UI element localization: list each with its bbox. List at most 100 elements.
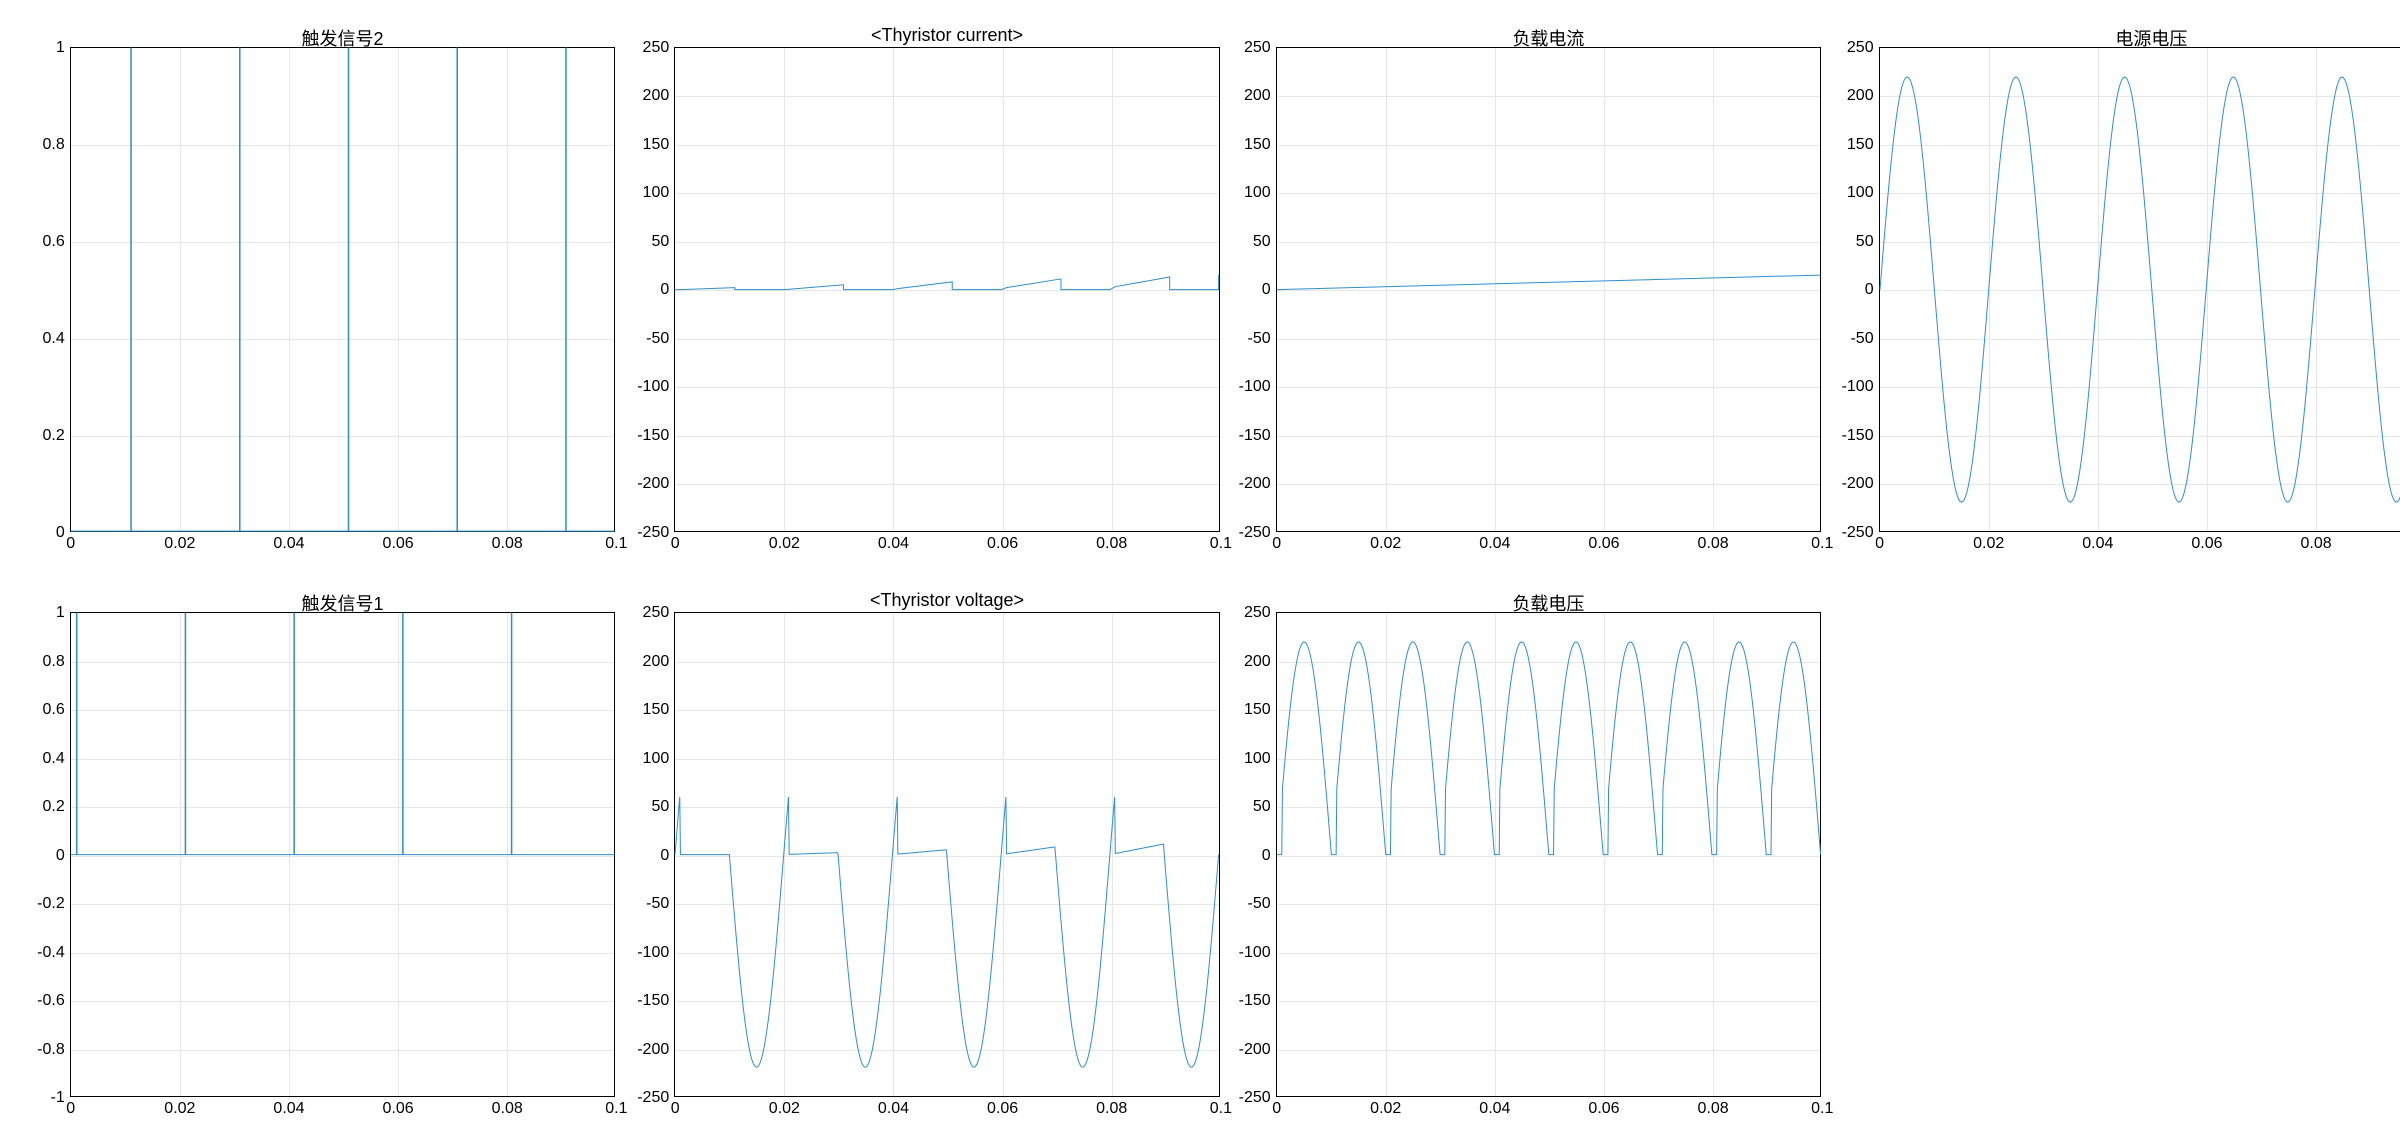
- xtick-label: 0.08: [1698, 1096, 1729, 1117]
- ytick-label: -50: [1248, 331, 1277, 347]
- ytick-label: 50: [1253, 799, 1277, 815]
- ytick-label: -200: [637, 476, 675, 492]
- ytick-label: 250: [1847, 40, 1880, 56]
- xtick-label: 0.1: [1210, 1096, 1232, 1117]
- ytick-label: -150: [1842, 428, 1880, 444]
- ytick-label: -150: [1239, 428, 1277, 444]
- ytick-label: 150: [1847, 137, 1880, 153]
- xtick-label: 0: [66, 531, 75, 552]
- ytick-label: -0.6: [37, 993, 71, 1009]
- ytick-label: 0: [660, 848, 675, 864]
- ytick-label: -150: [1239, 993, 1277, 1009]
- ytick-label: -200: [1239, 476, 1277, 492]
- ytick-label: 0: [1262, 282, 1277, 298]
- ytick-label: 0: [1262, 848, 1277, 864]
- ytick-label: 1: [56, 40, 71, 56]
- xtick-label: 0.02: [1370, 1096, 1401, 1117]
- ytick-label: 100: [643, 185, 676, 201]
- chart-load_voltage: 负载电压-250-200-150-100-5005010015020025000…: [1276, 612, 1822, 1097]
- trace: [675, 48, 1219, 531]
- ytick-label: -200: [637, 1042, 675, 1058]
- ytick-label: 250: [643, 605, 676, 621]
- ytick-label: 50: [651, 799, 675, 815]
- plot-area: -250-200-150-100-5005010015020025000.020…: [1276, 47, 1822, 532]
- xtick-label: 0.08: [492, 1096, 523, 1117]
- chart-trigger2: 触发信号200.20.40.60.8100.020.040.060.080.1: [70, 47, 616, 532]
- xtick-label: 0.02: [164, 1096, 195, 1117]
- ytick-label: 0.2: [43, 799, 71, 815]
- trace: [675, 613, 1219, 1096]
- trace: [1277, 48, 1821, 531]
- xtick-label: 0.1: [1210, 531, 1232, 552]
- ytick-label: -200: [1239, 1042, 1277, 1058]
- ytick-label: 50: [1856, 234, 1880, 250]
- ytick-label: 50: [1253, 234, 1277, 250]
- ytick-label: 0.4: [43, 331, 71, 347]
- xtick-label: 0.08: [1096, 1096, 1127, 1117]
- xtick-label: 0.1: [1811, 1096, 1833, 1117]
- ytick-label: 0.8: [43, 654, 71, 670]
- ytick-label: -50: [646, 896, 675, 912]
- ytick-label: -50: [1248, 896, 1277, 912]
- xtick-label: 0.02: [1370, 531, 1401, 552]
- xtick-label: 0.06: [2191, 531, 2222, 552]
- xtick-label: 0: [671, 1096, 680, 1117]
- trace: [71, 48, 615, 531]
- plot-area: 00.20.40.60.8100.020.040.060.080.1: [70, 47, 616, 532]
- xtick-label: 0.06: [987, 531, 1018, 552]
- xtick-label: 0.1: [605, 1096, 627, 1117]
- xtick-label: 0.04: [878, 1096, 909, 1117]
- ytick-label: 150: [1244, 137, 1277, 153]
- ytick-label: -100: [637, 379, 675, 395]
- xtick-label: 0.1: [605, 531, 627, 552]
- xtick-label: 0: [66, 1096, 75, 1117]
- chart-trigger1: 触发信号1-1-0.8-0.6-0.4-0.200.20.40.60.8100.…: [70, 612, 616, 1097]
- trace: [1277, 613, 1821, 1096]
- ytick-label: 200: [1244, 88, 1277, 104]
- ytick-label: -250: [637, 1090, 675, 1106]
- ytick-label: 100: [1847, 185, 1880, 201]
- ytick-label: 0.2: [43, 428, 71, 444]
- ytick-label: -150: [637, 428, 675, 444]
- ytick-label: -0.4: [37, 945, 71, 961]
- ytick-label: -50: [646, 331, 675, 347]
- chart-source_voltage: 电源电压-250-200-150-100-5005010015020025000…: [1879, 47, 2400, 532]
- ytick-label: 0.4: [43, 751, 71, 767]
- chart-title: <Thyristor current>: [674, 25, 1220, 46]
- ytick-label: 0: [1865, 282, 1880, 298]
- chart-thyristor_voltage: <Thyristor voltage>-250-200-150-100-5005…: [674, 612, 1220, 1097]
- xtick-label: 0.08: [2300, 531, 2331, 552]
- ytick-label: -250: [637, 525, 675, 541]
- chart-title: <Thyristor voltage>: [674, 590, 1220, 611]
- xtick-label: 0: [1272, 1096, 1281, 1117]
- trace: [71, 613, 615, 1096]
- ytick-label: -200: [1842, 476, 1880, 492]
- xtick-label: 0.04: [273, 1096, 304, 1117]
- xtick-label: 0.02: [164, 531, 195, 552]
- plot-area: -250-200-150-100-5005010015020025000.020…: [674, 47, 1220, 532]
- ytick-label: 150: [643, 137, 676, 153]
- ytick-label: 100: [1244, 185, 1277, 201]
- ytick-label: -250: [1239, 1090, 1277, 1106]
- xtick-label: 0.04: [878, 531, 909, 552]
- ytick-label: 0: [660, 282, 675, 298]
- ytick-label: 200: [1847, 88, 1880, 104]
- xtick-label: 0.06: [1588, 531, 1619, 552]
- chart-thyristor_current: <Thyristor current>-250-200-150-100-5005…: [674, 47, 1220, 532]
- ytick-label: -250: [1239, 525, 1277, 541]
- ytick-label: 1: [56, 605, 71, 621]
- xtick-label: 0: [671, 531, 680, 552]
- xtick-label: 0.08: [1096, 531, 1127, 552]
- ytick-label: -100: [1239, 945, 1277, 961]
- ytick-label: 150: [643, 702, 676, 718]
- ytick-label: 100: [643, 751, 676, 767]
- ytick-label: 100: [1244, 751, 1277, 767]
- ytick-label: 50: [651, 234, 675, 250]
- ytick-label: 200: [643, 654, 676, 670]
- xtick-label: 0.02: [769, 1096, 800, 1117]
- ytick-label: -150: [637, 993, 675, 1009]
- xtick-label: 0.08: [1698, 531, 1729, 552]
- xtick-label: 0.08: [492, 531, 523, 552]
- xtick-label: 0: [1272, 531, 1281, 552]
- xtick-label: 0: [1875, 531, 1884, 552]
